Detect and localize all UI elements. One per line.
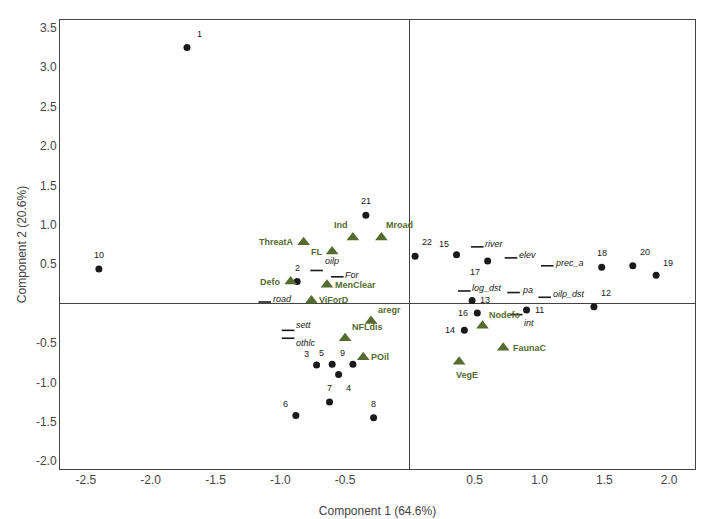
svg-text:11: 11 [535,305,544,315]
svg-text:-0.5: -0.5 [36,336,57,350]
svg-text:-2.5: -2.5 [76,473,97,487]
svg-text:river: river [485,239,504,249]
svg-text:-2.0: -2.0 [36,454,57,468]
svg-text:3: 3 [304,349,309,359]
svg-text:-1.5: -1.5 [205,473,226,487]
svg-text:int: int [524,318,534,328]
svg-text:Mroad: Mroad [386,220,413,230]
svg-text:16: 16 [458,308,468,318]
svg-text:2.0: 2.0 [40,139,57,153]
svg-text:12: 12 [601,288,611,298]
svg-text:8: 8 [371,399,376,409]
svg-text:ThreatA: ThreatA [259,237,294,247]
svg-text:1.0: 1.0 [40,218,57,232]
svg-text:FL: FL [311,247,322,257]
svg-text:13: 13 [480,295,490,305]
svg-text:aregr: aregr [378,305,401,315]
svg-text:othlc: othlc [296,338,316,348]
svg-text:log_dst: log_dst [472,283,502,293]
svg-text:For: For [345,270,360,280]
svg-text:Component 2 (20.6%): Component 2 (20.6%) [15,186,29,303]
svg-text:elev: elev [519,250,536,260]
svg-text:POil: POil [371,352,389,362]
svg-text:21: 21 [361,196,371,206]
svg-text:10: 10 [94,250,104,260]
svg-text:2.0: 2.0 [661,473,678,487]
svg-text:Nodefo: Nodefo [489,310,520,320]
svg-text:18: 18 [597,248,607,258]
svg-text:FaunaC: FaunaC [513,343,547,353]
svg-text:NFLdis: NFLdis [352,322,383,332]
svg-text:15: 15 [439,239,449,249]
svg-text:1: 1 [197,29,202,39]
svg-text:6: 6 [283,399,288,409]
svg-text:-1.0: -1.0 [36,376,57,390]
svg-text:-2.0: -2.0 [140,473,161,487]
svg-text:oilp: oilp [325,256,339,266]
svg-text:1.5: 1.5 [40,179,57,193]
svg-text:20: 20 [640,247,650,257]
svg-text:22: 22 [422,237,432,247]
svg-text:-1.0: -1.0 [270,473,291,487]
svg-text:1.0: 1.0 [531,473,548,487]
svg-text:5: 5 [319,348,324,358]
svg-text:Ind: Ind [334,220,348,230]
svg-text:oilp_dst: oilp_dst [553,289,585,299]
svg-text:Component 1 (64.6%): Component 1 (64.6%) [319,504,436,518]
svg-text:9: 9 [340,348,345,358]
svg-text:sett: sett [296,320,311,330]
svg-text:-1.5: -1.5 [36,415,57,429]
svg-text:4: 4 [346,383,351,393]
svg-text:2.5: 2.5 [40,100,57,114]
svg-text:17: 17 [470,267,480,277]
svg-text:Defo: Defo [260,277,281,287]
svg-text:2: 2 [295,263,300,273]
svg-text:MenClear: MenClear [335,280,376,290]
svg-text:ViForD: ViForD [319,295,349,305]
svg-text:3.5: 3.5 [40,21,57,35]
svg-text:pa: pa [522,285,533,295]
svg-text:1.5: 1.5 [596,473,613,487]
svg-text:0.5: 0.5 [466,473,483,487]
svg-text:road: road [273,294,292,304]
svg-text:VegE: VegE [456,370,478,380]
svg-text:3.0: 3.0 [40,60,57,74]
svg-text:prec_a: prec_a [555,258,584,268]
svg-text:-0.5: -0.5 [335,473,356,487]
svg-text:7: 7 [327,383,332,393]
svg-text:19: 19 [663,258,673,268]
svg-text:0.5: 0.5 [40,257,57,271]
svg-text:14: 14 [445,325,455,335]
